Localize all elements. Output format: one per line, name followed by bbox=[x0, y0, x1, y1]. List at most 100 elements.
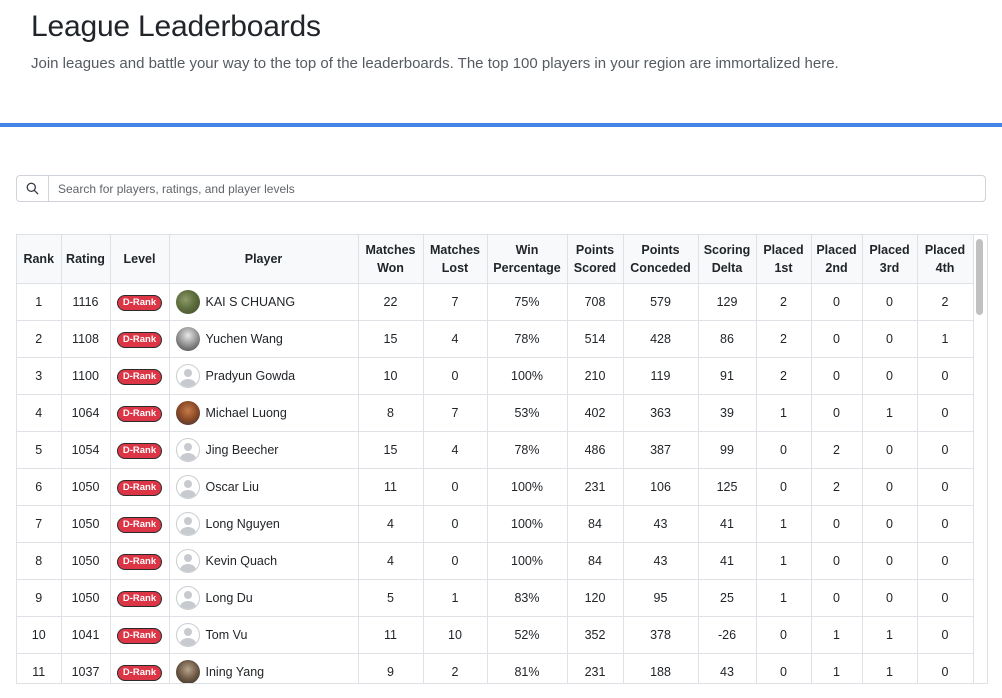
table-row[interactable]: 1 1116 D-Rank KAI S CHUANG 22 7 75% 708 579 129 2 0… bbox=[17, 283, 974, 321]
conceded-cell: 428 bbox=[623, 320, 699, 358]
table-scrollbar[interactable] bbox=[974, 237, 986, 683]
column-header-points-scored: Points Scored bbox=[567, 235, 624, 284]
p3-cell: 0 bbox=[862, 320, 918, 358]
player-name[interactable]: Ining Yang bbox=[205, 665, 265, 679]
level-cell: D-Rank bbox=[110, 542, 170, 580]
lost-cell: 0 bbox=[423, 542, 488, 580]
p4-cell: 0 bbox=[917, 616, 974, 654]
table-row[interactable]: 7 1050 D-Rank Long Nguyen 4 0 100% 84 43 41 1 0 0 0 bbox=[17, 505, 974, 543]
level-badge: D-Rank bbox=[116, 664, 163, 681]
delta-cell: 41 bbox=[698, 542, 757, 580]
player-cell: KAI S CHUANG bbox=[169, 283, 359, 321]
win-pct-cell: 78% bbox=[487, 320, 568, 358]
player-name[interactable]: Yuchen Wang bbox=[205, 332, 283, 346]
p3-cell: 0 bbox=[862, 357, 918, 395]
rating-cell: 1050 bbox=[61, 542, 111, 580]
level-badge: D-Rank bbox=[116, 516, 163, 533]
lost-cell: 4 bbox=[423, 320, 488, 358]
player-name[interactable]: Oscar Liu bbox=[205, 480, 260, 494]
win-pct-cell: 52% bbox=[487, 616, 568, 654]
level-cell: D-Rank bbox=[110, 394, 170, 432]
p2-cell: 0 bbox=[811, 357, 863, 395]
conceded-cell: 363 bbox=[623, 394, 699, 432]
column-header-player: Player bbox=[169, 235, 359, 284]
level-badge: D-Rank bbox=[116, 294, 163, 311]
page-title: League Leaderboards bbox=[31, 10, 321, 43]
table-row[interactable]: 10 1041 D-Rank Tom Vu 11 10 52% 352 378 -26 0 1 1 0 bbox=[17, 616, 974, 654]
rating-cell: 1064 bbox=[61, 394, 111, 432]
table-row[interactable]: 4 1064 D-Rank Michael Luong 8 7 53% 402 363 39 1 0 1… bbox=[17, 394, 974, 432]
p1-cell: 0 bbox=[756, 431, 812, 469]
won-cell: 10 bbox=[358, 357, 424, 395]
player-name[interactable]: Tom Vu bbox=[205, 628, 248, 642]
player-name[interactable]: KAI S CHUANG bbox=[205, 295, 296, 309]
lost-cell: 4 bbox=[423, 431, 488, 469]
column-header-placed-1st: Placed 1st bbox=[756, 235, 812, 284]
avatar bbox=[175, 327, 200, 351]
table-row[interactable]: 11 1037 D-Rank Ining Yang 9 2 81% 231 188 43 0 1 1 0 bbox=[17, 653, 974, 683]
p1-cell: 2 bbox=[756, 283, 812, 321]
rank-cell: 2 bbox=[17, 320, 62, 358]
won-cell: 22 bbox=[358, 283, 424, 321]
player-name[interactable]: Pradyun Gowda bbox=[205, 369, 296, 383]
level-badge: D-Rank bbox=[116, 331, 163, 348]
table-row[interactable]: 9 1050 D-Rank Long Du 5 1 83% 120 95 25 1 0 0 0 bbox=[17, 579, 974, 617]
level-cell: D-Rank bbox=[110, 653, 170, 683]
player-name[interactable]: Jing Beecher bbox=[205, 443, 279, 457]
scored-cell: 210 bbox=[567, 357, 624, 395]
avatar bbox=[175, 623, 200, 647]
rank-cell: 5 bbox=[17, 431, 62, 469]
level-badge: D-Rank bbox=[116, 590, 163, 607]
scrollbar-thumb[interactable] bbox=[976, 239, 983, 315]
column-header-placed-4th: Placed 4th bbox=[917, 235, 974, 284]
conceded-cell: 43 bbox=[623, 542, 699, 580]
level-cell: D-Rank bbox=[110, 431, 170, 469]
p2-cell: 0 bbox=[811, 542, 863, 580]
conceded-cell: 387 bbox=[623, 431, 699, 469]
win-pct-cell: 100% bbox=[487, 468, 568, 506]
rank-cell: 4 bbox=[17, 394, 62, 432]
table-header-row: Rank Rating Level Player Matches Won Matches … bbox=[17, 235, 974, 284]
conceded-cell: 579 bbox=[623, 283, 699, 321]
level-cell: D-Rank bbox=[110, 283, 170, 321]
table-row[interactable]: 2 1108 D-Rank Yuchen Wang 15 4 78% 514 428 86 2 0 0 1 bbox=[17, 320, 974, 358]
p1-cell: 1 bbox=[756, 505, 812, 543]
won-cell: 11 bbox=[358, 616, 424, 654]
search-input[interactable] bbox=[49, 176, 985, 201]
conceded-cell: 119 bbox=[623, 357, 699, 395]
leaderboard-table-container: Rank Rating Level Player Matches Won Matches … bbox=[16, 234, 988, 684]
conceded-cell: 95 bbox=[623, 579, 699, 617]
table-row[interactable]: 8 1050 D-Rank Kevin Quach 4 0 100% 84 43 41 1 0 0 0 bbox=[17, 542, 974, 580]
scored-cell: 231 bbox=[567, 653, 624, 683]
player-name[interactable]: Michael Luong bbox=[205, 406, 287, 420]
column-header-win-percentage: Win Percentage bbox=[487, 235, 568, 284]
table-row[interactable]: 5 1054 D-Rank Jing Beecher 15 4 78% 486 387 99 0 2 0… bbox=[17, 431, 974, 469]
won-cell: 5 bbox=[358, 579, 424, 617]
table-row[interactable]: 3 1100 D-Rank Pradyun Gowda 10 0 100% 210 119 91 2… bbox=[17, 357, 974, 395]
p4-cell: 0 bbox=[917, 542, 974, 580]
scored-cell: 120 bbox=[567, 579, 624, 617]
page-header: League Leaderboards Join leagues and bat… bbox=[0, 0, 1002, 124]
p3-cell: 0 bbox=[862, 283, 918, 321]
search-icon bbox=[17, 176, 49, 201]
player-cell: Ining Yang bbox=[169, 653, 359, 683]
avatar bbox=[175, 438, 200, 462]
rating-cell: 1041 bbox=[61, 616, 111, 654]
p4-cell: 0 bbox=[917, 394, 974, 432]
win-pct-cell: 83% bbox=[487, 579, 568, 617]
lost-cell: 0 bbox=[423, 468, 488, 506]
rank-cell: 1 bbox=[17, 283, 62, 321]
scored-cell: 486 bbox=[567, 431, 624, 469]
accent-divider bbox=[0, 123, 1002, 127]
avatar bbox=[175, 549, 200, 573]
table-row[interactable]: 6 1050 D-Rank Oscar Liu 11 0 100% 231 106 125 0 2 0 0 bbox=[17, 468, 974, 506]
player-name[interactable]: Long Nguyen bbox=[205, 517, 280, 531]
player-cell: Kevin Quach bbox=[169, 542, 359, 580]
rank-cell: 6 bbox=[17, 468, 62, 506]
player-name[interactable]: Kevin Quach bbox=[205, 554, 278, 568]
player-cell: Long Du bbox=[169, 579, 359, 617]
column-header-rating: Rating bbox=[61, 235, 111, 284]
column-header-matches-won: Matches Won bbox=[358, 235, 424, 284]
player-name[interactable]: Long Du bbox=[205, 591, 253, 605]
rank-cell: 8 bbox=[17, 542, 62, 580]
